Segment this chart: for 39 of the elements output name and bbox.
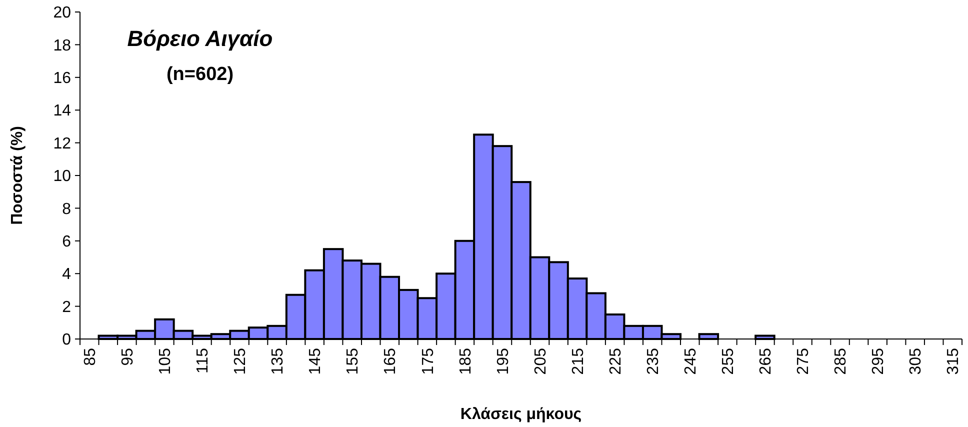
x-axis-title: Κλάσεις μήκους [460, 406, 582, 423]
x-tick-label: 85 [82, 348, 99, 366]
x-tick-label: 315 [945, 348, 962, 375]
y-tick-label: 14 [53, 102, 72, 120]
y-tick-label: 20 [53, 4, 72, 22]
y-tick-label: 8 [62, 200, 72, 218]
y-tick-label: 12 [53, 135, 72, 152]
x-tick-label: 265 [758, 348, 775, 375]
x-tick-label: 225 [607, 348, 624, 375]
y-tick-label: 10 [53, 168, 72, 186]
y-tick-label: 0 [62, 332, 72, 349]
x-tick-label: 155 [344, 348, 362, 375]
x-tick-label: 175 [420, 348, 437, 375]
text: Βόρειο Αιγαίο [127, 26, 273, 51]
x-tick-label: 185 [457, 348, 474, 375]
x-tick-label: 305 [908, 348, 925, 375]
x-tick-label: 165 [382, 348, 400, 375]
y-tick-label: 18 [53, 37, 72, 54]
x-tick-label: 105 [157, 348, 174, 375]
x-tick-label: 205 [532, 348, 550, 375]
x-tick-label: 285 [832, 348, 850, 375]
x-tick-label: 245 [682, 348, 700, 375]
y-tick-label: 6 [62, 234, 72, 250]
x-tick-label: 95 [120, 348, 137, 366]
x-tick-label: 195 [494, 348, 512, 375]
x-tick-label: 125 [232, 348, 250, 375]
text: (n=602) [166, 64, 234, 85]
x-tick-label: 135 [270, 348, 287, 375]
y-tick-label: 2 [62, 298, 72, 316]
x-tick-label: 275 [795, 348, 812, 375]
y-tick-label: 4 [62, 266, 72, 284]
y-axis-title: Ποσοστά (%) [9, 126, 26, 225]
x-tick-label: 215 [570, 348, 587, 375]
x-tick-label: 145 [307, 348, 324, 375]
x-tick-label: 255 [720, 348, 738, 375]
y-tick-label: 16 [53, 70, 72, 87]
x-tick-label: 235 [644, 348, 662, 375]
x-tick-label: 115 [194, 348, 212, 374]
x-tick-label: 295 [870, 348, 888, 375]
